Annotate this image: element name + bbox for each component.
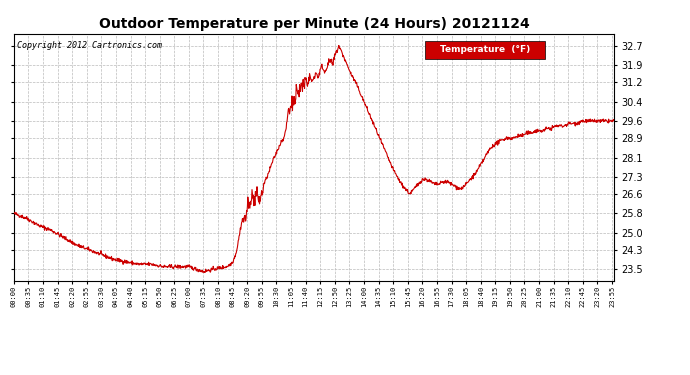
Title: Outdoor Temperature per Minute (24 Hours) 20121124: Outdoor Temperature per Minute (24 Hours…	[99, 17, 529, 31]
Text: Temperature  (°F): Temperature (°F)	[440, 45, 530, 54]
Text: Copyright 2012 Cartronics.com: Copyright 2012 Cartronics.com	[17, 41, 161, 50]
FancyBboxPatch shape	[425, 41, 545, 58]
